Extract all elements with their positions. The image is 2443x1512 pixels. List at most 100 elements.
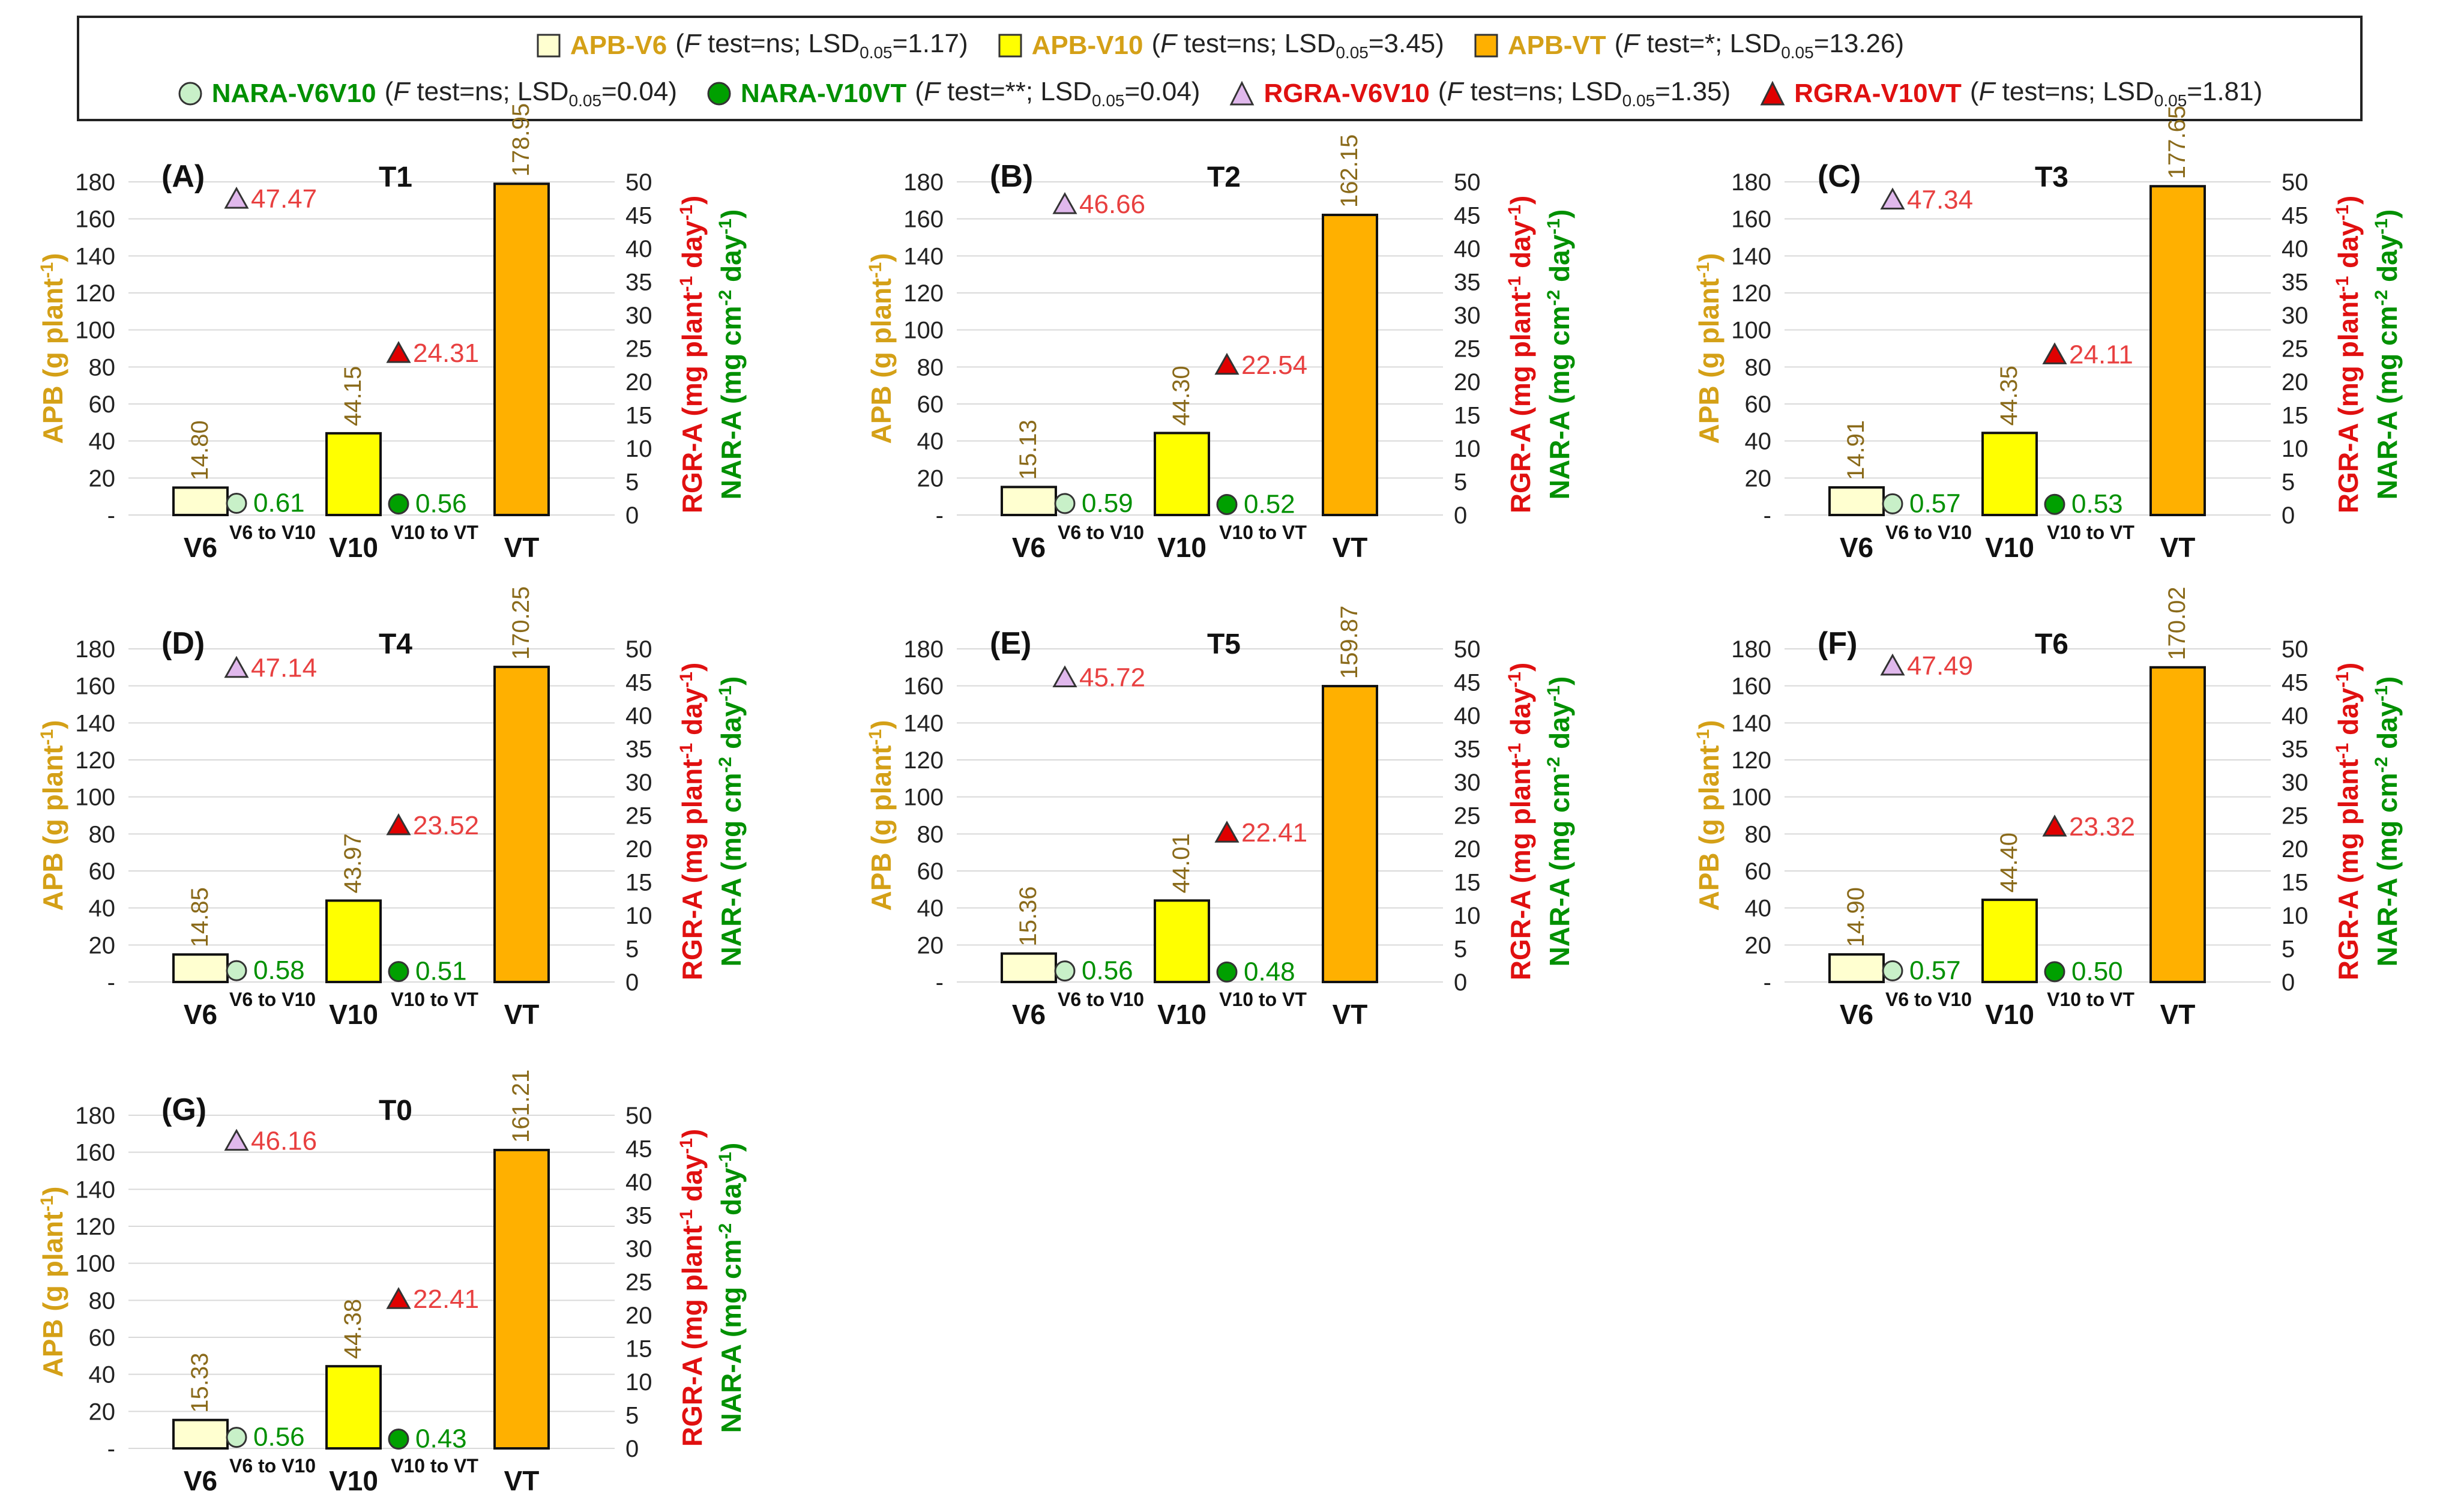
bar-v10 [1981, 899, 2038, 983]
panel-title: T0 [379, 1095, 412, 1127]
right-tick-label: 20 [2282, 369, 2309, 396]
legend-name: APB-V10 [1031, 30, 1143, 60]
left-tick-label: 140 [75, 243, 115, 270]
left-tick-label: 20 [89, 1399, 116, 1425]
right-tick-label: 20 [625, 1303, 652, 1329]
right-tick-label: 35 [625, 270, 652, 296]
category-label: V6 to V10 [229, 522, 316, 543]
nar-value-label: 0.52 [1244, 489, 1295, 519]
legend-name: RGRA-V10VT [1794, 78, 1962, 108]
right-tick-label: 35 [625, 736, 652, 763]
category-label: V10 [329, 1465, 378, 1496]
bar-value-label: 14.90 [1843, 887, 1869, 947]
nar-value-label: 0.43 [415, 1424, 467, 1453]
rgr-point [1214, 821, 1240, 843]
category-label: V6 [1840, 532, 1873, 563]
nar-point [1054, 960, 1076, 982]
right-tick-label: 15 [2282, 403, 2309, 429]
category-label: V10 to VT [2047, 522, 2134, 543]
category-label: VT [504, 1465, 540, 1496]
legend-square-icon [998, 34, 1022, 58]
right-tick-label: 45 [1454, 203, 1481, 229]
rgr-axis-label: RGR-A (mg plant-1 day-1) [2333, 196, 2364, 514]
bar-v6 [172, 953, 229, 984]
bar-v10 [1981, 432, 2038, 516]
nar-axis-label: NAR-A (mg cm-2 day-1) [715, 1143, 747, 1433]
left-tick-label: 160 [1731, 673, 1771, 700]
left-tick-label: 180 [903, 169, 944, 196]
left-tick-label: 60 [917, 858, 944, 885]
right-tick-label: 50 [2282, 636, 2309, 663]
left-tick-label: 140 [75, 1176, 115, 1203]
nar-axis-label: NAR-A (mg cm-2 day-1) [715, 676, 747, 967]
category-label: V6 to V10 [1058, 522, 1144, 543]
right-tick-label: 45 [2282, 670, 2309, 696]
left-tick-label: 60 [917, 391, 944, 418]
right-tick-label: 20 [625, 836, 652, 863]
rgr-point [224, 655, 249, 678]
panel-title: T5 [1207, 628, 1241, 660]
right-tick-label: 5 [625, 936, 639, 963]
right-tick-label: 50 [2282, 169, 2309, 196]
nar-axis-label: NAR-A (mg cm-2 day-1) [2372, 209, 2403, 500]
legend-stat: (F test=ns; LSD0.05=1.81) [1969, 77, 2263, 110]
left-tick-label: 100 [903, 785, 944, 811]
legend: APB-V6 (F test=ns; LSD0.05=1.17) APB-V10 (F… [77, 16, 2363, 121]
right-tick-label: 25 [2282, 336, 2309, 363]
left-tick-label: 120 [1731, 747, 1771, 774]
legend-item-apb-v10: APB-V10 (F test=ns; LSD0.05=3.45) [997, 29, 1444, 62]
left-tick-label: 180 [75, 636, 115, 663]
right-tick-label: 0 [625, 502, 639, 529]
rgr-value-label: 22.41 [413, 1285, 479, 1314]
category-label: V6 to V10 [1058, 989, 1144, 1010]
right-tick-label: 35 [1454, 736, 1481, 763]
left-tick-label: 20 [1745, 465, 1772, 492]
rgr-value-label: 47.49 [1907, 651, 1973, 681]
left-tick-label: 140 [1731, 243, 1771, 270]
left-tick-label: 60 [89, 858, 116, 885]
right-tick-label: 20 [1454, 836, 1481, 863]
nar-value-label: 0.48 [1244, 957, 1295, 986]
chart-panel: - 20 40 60 80 100 120 140 160 180 0 5 10 15 20 25 30 35 40… [37, 586, 747, 1030]
legend-stat: (F test=ns; LSD0.05=0.04) [384, 77, 677, 110]
bar-v6 [1001, 486, 1057, 517]
left-tick-label: 100 [75, 785, 115, 811]
right-tick-label: 15 [1454, 870, 1481, 896]
nar-point [1216, 961, 1238, 983]
right-tick-label: 5 [2282, 469, 2295, 496]
left-tick-label: 160 [75, 206, 115, 233]
panel-title: T2 [1207, 161, 1241, 193]
left-tick-label: 160 [75, 1140, 115, 1166]
bar-value-label: 14.91 [1843, 420, 1869, 480]
right-tick-label: 50 [625, 1103, 652, 1129]
chart-panel: - 20 40 60 80 100 120 140 160 180 0 5 10 15 20 25 30 35 40… [37, 1070, 747, 1496]
legend-name: NARA-V6V10 [211, 78, 376, 108]
right-tick-label: 0 [1454, 502, 1467, 529]
rgr-axis-label: RGR-A (mg plant-1 day-1) [676, 1129, 708, 1447]
rgr-point [386, 813, 411, 836]
right-tick-label: 15 [625, 403, 652, 429]
right-tick-label: 10 [1454, 436, 1481, 462]
rgr-point [2042, 342, 2067, 364]
right-tick-label: 30 [625, 303, 652, 329]
right-tick-label: 40 [625, 1169, 652, 1196]
left-tick-label: 80 [917, 821, 944, 848]
right-tick-label: 15 [2282, 870, 2309, 896]
nar-point [388, 961, 409, 983]
right-tick-label: 40 [1454, 236, 1481, 262]
category-label: V10 [329, 532, 378, 563]
bar-vt [493, 182, 550, 516]
left-tick-label: - [1764, 502, 1771, 529]
category-label: V6 to V10 [229, 1455, 316, 1477]
rgr-point [386, 1287, 411, 1309]
nar-axis-label: NAR-A (mg cm-2 day-1) [1544, 676, 1575, 967]
right-tick-label: 25 [625, 803, 652, 830]
left-tick-label: 120 [903, 280, 944, 307]
nar-point [1054, 493, 1076, 514]
panel-label: (G) [161, 1092, 206, 1127]
nar-value-label: 0.50 [2071, 957, 2123, 986]
right-tick-label: 0 [2282, 969, 2295, 996]
bar-value-label: 159.87 [1336, 606, 1363, 679]
bar-v6 [172, 486, 229, 516]
left-axis-label: APB (g plant-1) [866, 253, 897, 444]
